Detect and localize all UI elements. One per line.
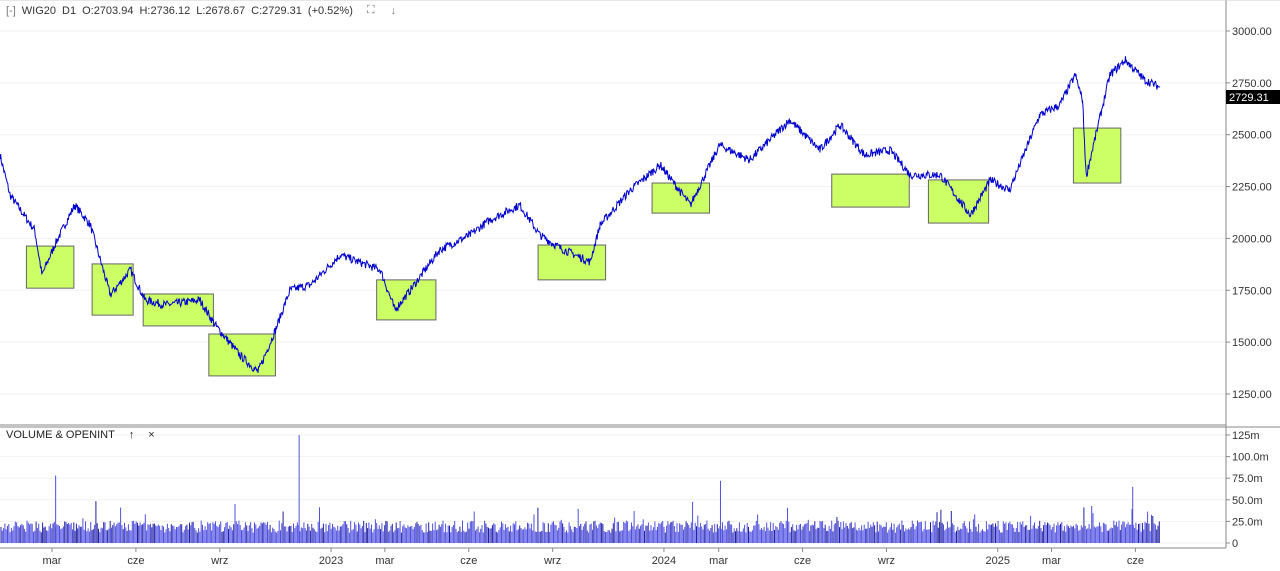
date-tick-label: 2025 [985,555,1009,567]
highlight-box [831,173,910,208]
date-tick-label: mar [43,555,62,567]
close-value: C:2729.31 [251,4,302,17]
date-tick-label: mar [709,555,728,567]
close-icon[interactable]: × [148,429,155,441]
price-tick-label: 2500.00 [1232,130,1272,142]
date-tick-label: cze [1127,555,1144,567]
collapse-icon[interactable]: [-] [6,4,16,17]
high-value: H:2736.12 [139,4,191,17]
volume-tick-label: 125m [1232,430,1260,442]
date-tick-label: mar [375,555,394,567]
price-tick-label: 1250.00 [1232,389,1272,401]
arrow-up-icon[interactable]: ↑ [128,429,135,441]
price-line [0,56,1161,374]
expand-icon[interactable]: ⛶ [366,4,375,16]
highlight-box [376,279,437,321]
interval: D1 [62,4,77,17]
volume-tick-label: 100.0m [1232,452,1269,464]
volume-tick-label: 50.0m [1232,495,1263,507]
date-tick-label: cze [127,555,144,567]
volume-panel-title: VOLUME & OPENINT [6,429,115,441]
price-tick-label: 2000.00 [1232,233,1272,245]
price-tick-label: 1750.00 [1232,285,1272,297]
date-tick-label: 2023 [319,555,343,567]
symbol: WIG20 [21,4,57,17]
price-tick-label: 1500.00 [1232,337,1272,349]
highlight-box [25,245,75,289]
chart-header: [-] WIG20 D1 O:2703.94 H:2736.12 L:2678.… [6,4,396,17]
date-tick-label: wrz [877,555,895,567]
date-tick-label: 2024 [652,555,676,567]
price-tick-label: 2750.00 [1232,78,1272,90]
volume-tick-label: 25.0m [1232,516,1263,528]
volume-panel-header: VOLUME & OPENINT ↑ × [6,429,155,441]
highlight-box [1072,127,1122,184]
arrow-down-icon[interactable]: ↓ [390,4,397,17]
date-tick-label: cze [460,555,477,567]
last-price-badge [1226,90,1280,104]
price-tick-label: 3000.00 [1232,26,1272,38]
highlight-box [142,293,214,327]
last-price-label: 2729.31 [1229,92,1269,104]
low-value: L:2678.67 [196,4,246,17]
open-value: O:2703.94 [82,4,134,17]
price-tick-label: 2250.00 [1232,182,1272,194]
change-value: (+0.52%) [307,4,353,17]
date-tick-label: cze [794,555,811,567]
volume-tick-label: 75.0m [1232,473,1263,485]
date-tick-label: mar [1042,555,1061,567]
date-tick-label: wrz [210,555,228,567]
date-tick-label: wrz [543,555,561,567]
volume-tick-label: 0 [1232,538,1238,550]
